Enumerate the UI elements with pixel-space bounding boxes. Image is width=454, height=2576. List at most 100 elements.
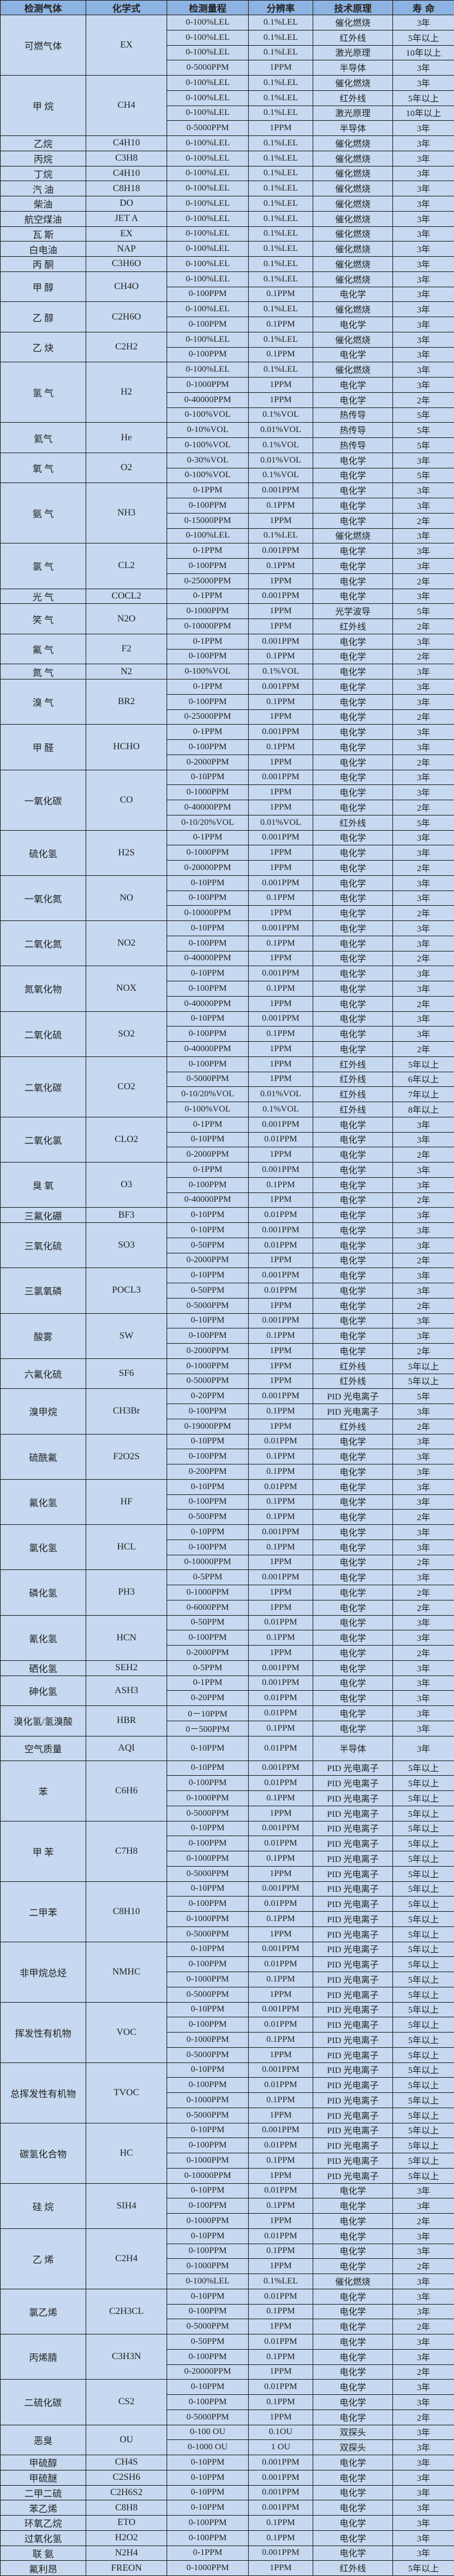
table-row: 0-1000 OU 1 OU 双探头 3年	[1, 2439, 454, 2455]
lifespan-cell: 5年以上	[392, 1836, 454, 1851]
range-cell: 0-100PPM	[167, 648, 249, 665]
principle-cell: 红外线	[313, 2560, 393, 2576]
gas-name-cell: 磷化氢	[0, 1569, 86, 1616]
principle-cell: 催化燃烧	[313, 301, 393, 317]
table-row: 0-1000PPM 0.1PPM PID 光电离子 5年以上	[1, 2153, 454, 2169]
table-row: 0-5000PPM 1PPM PID 光电离子 5年以上	[1, 2107, 454, 2123]
lifespan-cell: 3年	[392, 679, 454, 695]
lifespan-cell: 3年	[392, 75, 454, 91]
table-row: 二氧化碳 CO2 0-100PPM 1PPM 红外线 5年以上	[0, 1056, 454, 1117]
gas-name-cell: 氯化氢	[0, 1524, 86, 1571]
lifespan-cell: 3年	[392, 1403, 454, 1419]
range-cell: 0-100PPM	[167, 286, 249, 303]
resolution-cell: 0.001PPM	[248, 2469, 313, 2486]
gas-name-cell: 笑 气	[0, 603, 86, 634]
range-cell: 0-10PPM	[167, 1267, 249, 1283]
range-cell: 0-40000PPM	[167, 995, 249, 1012]
resolution-cell: 1PPM	[248, 1865, 313, 1882]
lifespan-cell: 5年以上	[392, 1896, 454, 1912]
header-lifespan: 寿 命	[392, 0, 454, 15]
lifespan-cell: 2年	[392, 1192, 454, 1208]
resolution-cell: 1PPM	[248, 1926, 313, 1942]
principle-cell: 电化学	[313, 754, 393, 770]
lifespan-cell: 3年	[392, 120, 454, 136]
lifespan-cell: 5年	[392, 814, 454, 831]
resolution-cell: 0.1PPM	[248, 2394, 313, 2410]
table-row: 0-5000PPM 1PPM PID 光电离子 5年以上	[1, 1986, 454, 2003]
resolution-cell: 1PPM	[248, 1418, 313, 1435]
table-row: 二甲苯 C8H10 0-10PPM 0.001PPM PID 光电离子 5年以上	[0, 1881, 454, 1942]
header-gas: 检测气体	[0, 0, 86, 15]
range-cell: 0-100PPM	[167, 1836, 249, 1851]
resolution-cell: 1PPM	[248, 2319, 313, 2334]
range-cell: 0-100%VOL	[167, 467, 249, 484]
range-cell: 0-100%LEL	[167, 29, 249, 46]
gas-name-cell: 砷化氢	[0, 1675, 86, 1706]
lifespan-cell: 3年	[392, 1026, 454, 1042]
table-row: 空气质量 AQI 0-10PPM 0.01PPM 半导体 3年	[0, 1735, 454, 1761]
lifespan-cell: 3年	[392, 1569, 454, 1585]
lifespan-cell: 3年	[392, 2394, 454, 2410]
gas-name-cell: 氯乙烯	[0, 2288, 86, 2335]
principle-cell: 电化学	[313, 1026, 393, 1042]
lifespan-cell: 3年	[392, 362, 454, 378]
range-cell: 0-5000PPM	[167, 1297, 249, 1314]
table-row: 硅 烷 SIH4 0-10PPM 0.01PPM 电化学 3年	[0, 2183, 454, 2229]
resolution-cell: 0.1%LEL	[248, 135, 313, 151]
lifespan-cell: 3年	[392, 331, 454, 348]
lifespan-cell: 3年	[392, 784, 454, 800]
table-row: 0-100PPM 0.01PPM PID 光电离子 5年以上	[1, 2077, 454, 2093]
lifespan-cell: 3年	[392, 935, 454, 951]
range-cell: 0-2000PPM	[167, 1343, 249, 1359]
table-row: 0-100%LEL 0.1%LEL 激光原理 10年以上	[1, 45, 454, 61]
principle-cell: 催化燃烧	[313, 362, 393, 378]
range-cell: 0-100PPM	[167, 2530, 249, 2546]
range-cell: 0-100%LEL	[167, 165, 249, 182]
resolution-cell: 0.001PPM	[248, 1675, 313, 1691]
lifespan-cell: 5年以上	[392, 2062, 454, 2078]
resolution-cell: 0.001PPM	[248, 588, 313, 604]
lifespan-cell: 5年以上	[392, 2017, 454, 2033]
formula-cell: BF3	[86, 1207, 167, 1223]
resolution-cell: 0.1%VOL	[248, 664, 313, 679]
formula-cell: CH4	[86, 75, 167, 136]
formula-cell: HBR	[86, 1705, 167, 1736]
lifespan-cell: 5年以上	[392, 1865, 454, 1882]
lifespan-cell: 5年以上	[392, 2032, 454, 2048]
resolution-cell: 0.1PPM	[248, 286, 313, 303]
range-cell: 0-1PPM	[167, 724, 249, 740]
lifespan-cell: 5年以上	[392, 1926, 454, 1942]
resolution-cell: 0.1PPM	[248, 2153, 313, 2169]
table-row: 0-2000PPM 1PPM 电化学 2年	[1, 1147, 454, 1163]
principle-cell: 电化学	[313, 1479, 393, 1495]
principle-cell: 电化学	[313, 1645, 393, 1661]
lifespan-cell: 2年	[392, 950, 454, 967]
principle-cell: 电化学	[313, 2500, 393, 2516]
principle-cell: 电化学	[313, 377, 393, 393]
range-cell: 0-1000PPM	[167, 2258, 249, 2274]
principle-cell: 电化学	[313, 1147, 393, 1163]
table-row: 柴油 DO 0-100%LEL 0.1%LEL 催化燃烧 3年	[0, 196, 454, 212]
principle-cell: 电化学	[313, 2515, 393, 2531]
range-cell: 0-10PPM	[167, 1479, 249, 1495]
table-row: 0-100PPM 0.1PPM 电化学 3年	[1, 981, 454, 997]
range-cell: 0-100%LEL	[167, 528, 249, 544]
table-row: 砷化氢 ASH3 0-1PPM 0.001PPM 电化学 3年	[0, 1675, 454, 1706]
range-cell: 0-100PPM	[167, 981, 249, 997]
principle-cell: 电化学	[313, 2183, 393, 2199]
lifespan-cell: 3年	[392, 1313, 454, 1329]
resolution-cell: 0.1PPM	[248, 1403, 313, 1419]
range-cell: 0-100%LEL	[167, 2273, 249, 2289]
formula-cell: He	[86, 422, 167, 453]
resolution-cell: 0.1PPM	[248, 2515, 313, 2531]
table-row: 0-5000PPM 1PPM 半导体 3年	[1, 60, 454, 76]
lifespan-cell: 3年	[392, 2183, 454, 2199]
table-row: 0-100PPM 0.1PPM 电化学 3年	[1, 739, 454, 755]
resolution-cell: 1PPM	[248, 120, 313, 136]
lifespan-cell: 3年	[392, 966, 454, 981]
table-row: 氟利昂 FREON 0-1000PPM 1PPM 红外线 5年以上	[0, 2560, 454, 2576]
lifespan-cell: 5年以上	[392, 2047, 454, 2063]
gas-name-cell: 总挥发性有机物	[0, 2062, 86, 2123]
formula-cell: C2H3CL	[86, 2288, 167, 2335]
principle-cell: PID 光电离子	[313, 1881, 393, 1897]
